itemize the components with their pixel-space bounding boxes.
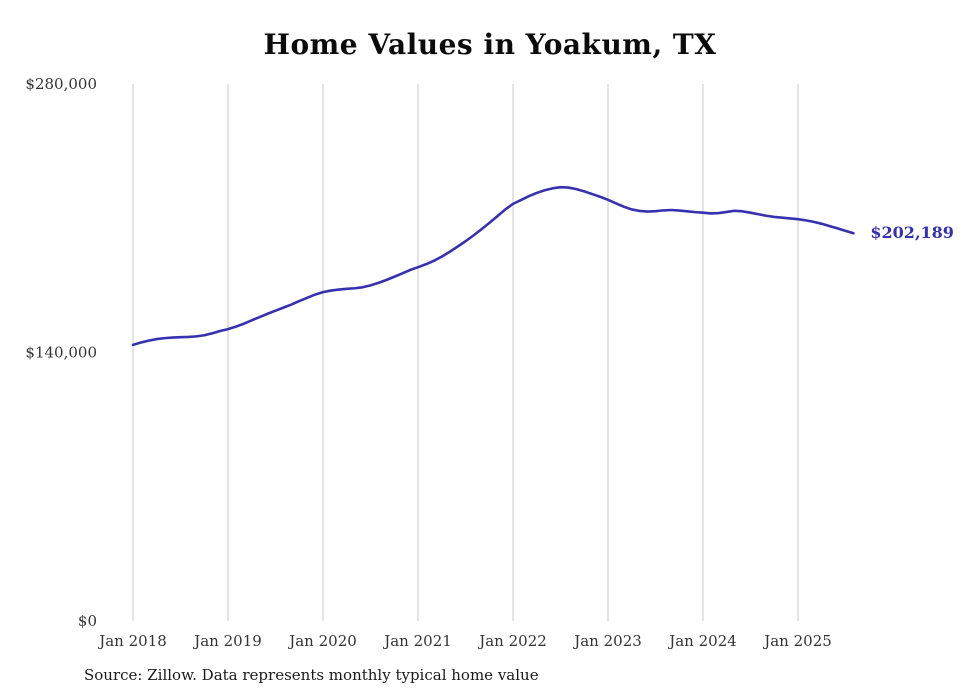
series-line <box>131 185 855 347</box>
y-tick-label: $140,000 <box>25 344 97 362</box>
end-value-label: $202,189 <box>870 223 954 243</box>
x-tick-label: Jan 2023 <box>572 632 642 650</box>
y-tick-label: $0 <box>78 612 97 630</box>
y-tick-label: $280,000 <box>25 75 97 93</box>
x-tick-label: Jan 2018 <box>97 632 167 650</box>
x-tick-label: Jan 2024 <box>667 632 737 650</box>
chart-title: Home Values in Yoakum, TX <box>263 28 717 61</box>
x-tick-label: Jan 2021 <box>382 632 452 650</box>
source-note: Source: Zillow. Data represents monthly … <box>84 666 539 684</box>
x-tick-label: Jan 2020 <box>287 632 357 650</box>
x-tick-label: Jan 2025 <box>762 632 832 650</box>
x-tick-label: Jan 2022 <box>477 632 547 650</box>
x-tick-label: Jan 2019 <box>192 632 262 650</box>
